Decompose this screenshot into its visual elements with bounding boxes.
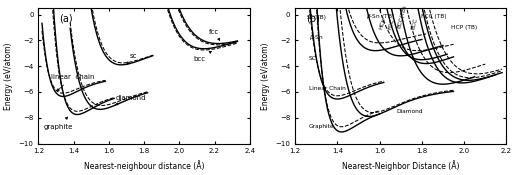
Text: BCC(TB): BCC(TB) — [397, 4, 408, 29]
Text: SC(TB): SC(TB) — [307, 15, 327, 20]
Text: bcc: bcc — [194, 51, 212, 62]
Text: Graphite: Graphite — [309, 124, 334, 129]
Text: BCC: BCC — [411, 17, 418, 30]
Text: fcc: fcc — [209, 29, 220, 41]
Text: HCp: HCp — [379, 17, 387, 30]
Text: $\beta$-Sn (TB): $\beta$-Sn (TB) — [366, 12, 395, 21]
Text: diamond: diamond — [115, 95, 147, 105]
Text: sc: sc — [127, 53, 137, 64]
Text: $\beta$-Sn: $\beta$-Sn — [309, 33, 324, 42]
Text: graphite: graphite — [44, 117, 73, 130]
Y-axis label: Energy (eV/atom): Energy (eV/atom) — [4, 42, 13, 110]
Text: (a): (a) — [59, 13, 73, 23]
Text: FCC (TB): FCC (TB) — [421, 14, 446, 19]
Text: Linear Chain: Linear Chain — [309, 86, 346, 91]
Text: HCP (TB): HCP (TB) — [452, 25, 478, 30]
Y-axis label: Energy (eV/atom): Energy (eV/atom) — [261, 42, 270, 110]
Text: linear  chain: linear chain — [51, 74, 94, 91]
Text: (b): (b) — [305, 13, 319, 23]
Text: Diamond: Diamond — [396, 109, 423, 114]
Text: FCC: FCC — [388, 18, 395, 30]
X-axis label: Nearest-Neighbor Distance (Å): Nearest-Neighbor Distance (Å) — [342, 160, 459, 171]
Text: SC: SC — [309, 56, 317, 61]
X-axis label: Nearest-neighbour distance (Å): Nearest-neighbour distance (Å) — [84, 160, 204, 171]
